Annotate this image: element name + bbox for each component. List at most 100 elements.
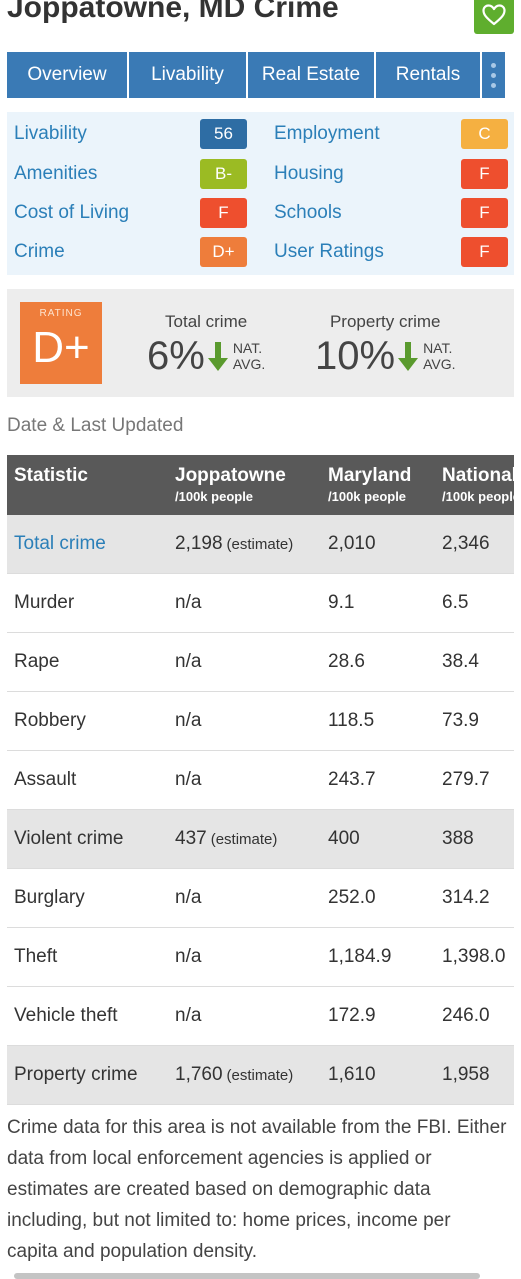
cell-joppatowne: n/a — [175, 987, 201, 1045]
grade-label: Amenities — [14, 163, 98, 184]
property-crime-value: 10% — [315, 334, 396, 378]
cell-joppatowne: 1,760 (estimate) — [175, 1046, 293, 1104]
footnote-line: Crime data for this area is not availabl… — [7, 1117, 507, 1138]
cell-maryland: 1,184.9 — [328, 946, 392, 967]
grade-row-amenities[interactable]: Amenities — [14, 159, 97, 189]
table-row: Property crime 1,760 (estimate) 1,610 1,958 — [7, 1046, 514, 1105]
table-row: Total crime 2,198 (estimate) 2,010 2,346 — [7, 515, 514, 574]
nat-avg-label: NAT. AVG. — [233, 340, 265, 372]
nat-avg-label: NAT. AVG. — [423, 340, 455, 372]
table-header: Statistic Joppatowne /100k people Maryla… — [7, 455, 514, 515]
tab-overview[interactable]: Overview — [7, 52, 127, 98]
cell-national: 38.4 — [442, 651, 479, 672]
cell-statistic: Assault — [14, 769, 77, 790]
cell-maryland: 2,010 — [328, 533, 376, 554]
cell-statistic: Murder — [14, 592, 75, 613]
table-row: Rape n/a 28.6 38.4 — [7, 633, 514, 692]
cell-value: n/a — [175, 710, 202, 731]
cell-joppatowne: n/a — [175, 692, 201, 750]
total-crime-stat: Total crime 6% NAT. AVG. — [147, 312, 265, 378]
grade-row-livability[interactable]: Livability — [14, 119, 87, 149]
cell-statistic[interactable]: Total crime — [14, 533, 106, 554]
header-joppatowne: Joppatowne /100k people — [175, 465, 286, 504]
table-row: Assault n/a 243.7 279.7 — [7, 751, 514, 810]
grade-row-user-ratings[interactable]: User Ratings — [274, 237, 384, 267]
grade-label: Crime — [14, 241, 65, 262]
cell-joppatowne: n/a — [175, 574, 201, 632]
cell-statistic: Vehicle theft — [14, 1005, 118, 1026]
grade-badge-amenities: B- — [200, 159, 247, 189]
grade-row-crime[interactable]: Crime — [14, 237, 65, 267]
cell-value: n/a — [175, 887, 202, 908]
grade-badge-livability: 56 — [200, 119, 247, 149]
avg-label: AVG. — [423, 356, 456, 372]
cell-joppatowne: 437 (estimate) — [175, 810, 277, 868]
cell-national: 279.7 — [442, 769, 490, 790]
cell-statistic: Property crime — [14, 1064, 138, 1085]
cell-joppatowne: n/a — [175, 928, 201, 986]
grade-row-employment[interactable]: Employment — [274, 119, 380, 149]
cell-national: 1,398.0 — [442, 946, 506, 967]
footnote-line: estimates are created based on demograph… — [7, 1179, 431, 1200]
grade-row-cost-of-living[interactable]: Cost of Living — [14, 198, 129, 228]
crime-data-footnote: Crime data for this area is not availabl… — [7, 1112, 521, 1267]
cell-value: 1,760 — [175, 1064, 223, 1085]
cell-national: 314.2 — [442, 887, 490, 908]
header-maryland: Maryland /100k people — [328, 465, 412, 504]
table-row: Robbery n/a 118.5 73.9 — [7, 692, 514, 751]
cell-national: 1,958 — [442, 1064, 490, 1085]
heart-icon — [482, 4, 506, 26]
more-dot-icon — [491, 62, 496, 68]
cell-maryland: 9.1 — [328, 592, 355, 613]
grade-label: Livability — [14, 123, 87, 144]
cell-maryland: 1,610 — [328, 1064, 376, 1085]
crime-statistics-table: Statistic Joppatowne /100k people Maryla… — [7, 455, 514, 1105]
grade-badge-user-ratings: F — [461, 237, 508, 267]
total-crime-value: 6% — [147, 334, 205, 378]
date-last-updated-link[interactable]: Date & Last Updated — [7, 415, 184, 436]
cell-value: 437 — [175, 828, 207, 849]
title-bar: Joppatowne, MD Crime — [0, 0, 521, 44]
avg-label: AVG. — [232, 356, 266, 372]
grade-badge-housing: F — [461, 159, 508, 189]
grade-row-housing[interactable]: Housing — [274, 159, 344, 189]
table-row: Burglary n/a 252.0 314.2 — [7, 869, 514, 928]
nat-label: NAT. — [232, 340, 263, 356]
grade-row-schools[interactable]: Schools — [274, 198, 342, 228]
nav-tabs: Overview Livability Real Estate Rentals — [7, 52, 514, 98]
total-crime-label: Total crime — [165, 312, 248, 331]
footnote-line: including, but not limited to: home pric… — [7, 1210, 451, 1231]
cell-value: n/a — [175, 946, 202, 967]
estimate-note: (estimate) — [226, 1066, 294, 1084]
nat-label: NAT. — [423, 340, 453, 356]
cell-statistic: Robbery — [14, 710, 86, 731]
cell-joppatowne: n/a — [175, 751, 201, 809]
tab-livability[interactable]: Livability — [129, 52, 246, 98]
horizontal-scrollbar[interactable] — [14, 1273, 480, 1279]
cell-statistic: Violent crime — [14, 828, 124, 849]
cell-joppatowne: 2,198 (estimate) — [175, 515, 293, 573]
tab-rentals[interactable]: Rentals — [376, 52, 480, 98]
estimate-note: (estimate) — [210, 830, 278, 848]
cell-maryland: 118.5 — [328, 710, 375, 731]
cell-joppatowne: n/a — [175, 633, 201, 691]
cell-statistic: Burglary — [14, 887, 85, 908]
tab-real-estate[interactable]: Real Estate — [248, 52, 374, 98]
more-tabs-button[interactable] — [482, 52, 505, 98]
footnote-line: capita and population density. — [7, 1241, 257, 1262]
more-dot-icon — [491, 72, 496, 78]
grade-badge-crime: D+ — [200, 237, 247, 267]
cell-national: 2,346 — [442, 533, 490, 554]
grade-badge-schools: F — [461, 198, 508, 228]
header-national: National /100k people — [442, 465, 514, 504]
grade-badge-employment: C — [461, 119, 508, 149]
crime-summary: RATING D+ Total crime 6% NAT. AVG. Prope… — [7, 289, 514, 397]
rating-grade: D+ — [32, 323, 90, 372]
favorite-button[interactable] — [474, 0, 514, 34]
more-dot-icon — [491, 82, 496, 88]
cell-value: n/a — [175, 769, 202, 790]
cell-maryland: 400 — [328, 828, 360, 849]
cell-national: 388 — [442, 828, 474, 849]
grade-label: Cost of Living — [14, 202, 130, 223]
table-row: Murder n/a 9.1 6.5 — [7, 574, 514, 633]
